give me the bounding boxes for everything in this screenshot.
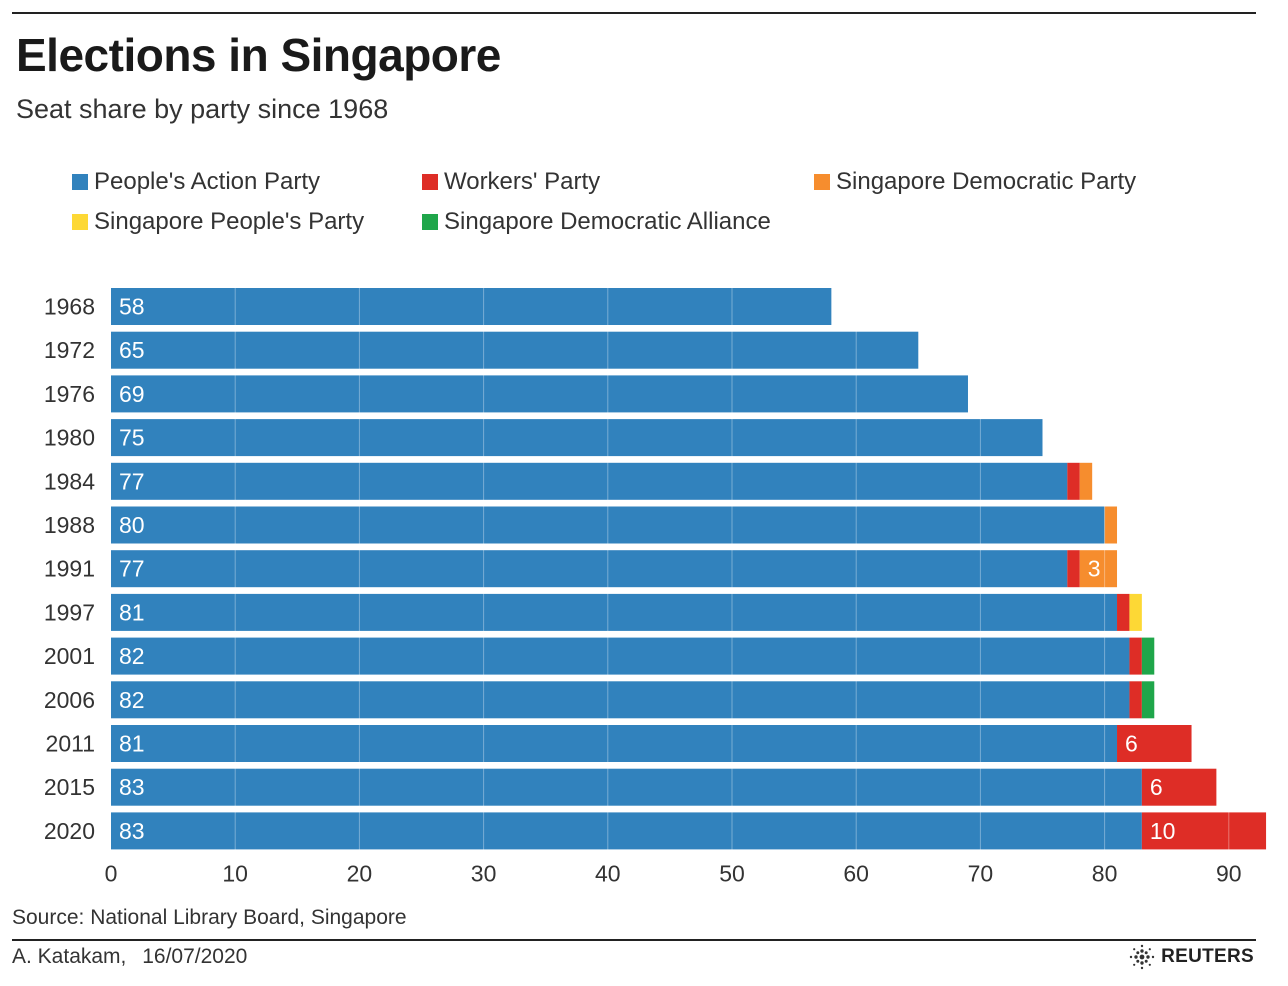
bar-2011-workers-party — [1117, 725, 1192, 762]
data-label-2006-people-s-action-party: 82 — [119, 687, 145, 713]
data-label-1972-people-s-action-party: 65 — [119, 337, 145, 363]
bar-1976-people-s-action-party — [111, 375, 968, 413]
data-label-1988-people-s-action-party: 80 — [119, 512, 145, 538]
y-tick-label-2020: 2020 — [44, 818, 95, 844]
legend-label-sda: Singapore Democratic Alliance — [444, 208, 771, 235]
y-tick-label-1988: 1988 — [44, 512, 95, 538]
bar-2001-singapore-democratic-alliance — [1141, 637, 1155, 675]
data-label-1976-people-s-action-party: 69 — [119, 381, 145, 407]
data-label-2015-people-s-action-party: 83 — [119, 774, 145, 800]
bar-1997-workers-party — [1117, 593, 1130, 631]
chart-title: Elections in Singapore — [16, 29, 501, 81]
y-tick-label-1972: 1972 — [44, 337, 95, 363]
bar-2020-workers-party — [1141, 812, 1267, 850]
legend-label-pap: People's Action Party — [94, 168, 321, 195]
legend-item-sdp: Singapore Democratic Party — [814, 168, 1136, 196]
data-label-1980-people-s-action-party: 75 — [119, 425, 145, 451]
x-tick-label-60: 60 — [843, 860, 869, 886]
bar-2006-workers-party — [1129, 681, 1142, 719]
bar-1984-singapore-democratic-party — [1079, 462, 1093, 500]
data-label-2011-people-s-action-party: 81 — [119, 731, 145, 757]
bar-2006-people-s-action-party — [111, 681, 1130, 719]
x-tick-label-40: 40 — [595, 860, 621, 886]
x-tick-label-50: 50 — [719, 860, 745, 886]
data-label-2020-workers-party: 10 — [1150, 818, 1176, 844]
legend-item-wp: Workers' Party — [422, 168, 600, 196]
bar-2015-people-s-action-party — [111, 768, 1142, 806]
chart-subtitle: Seat share by party since 1968 — [16, 94, 389, 124]
x-tick-label-10: 10 — [222, 860, 248, 886]
reuters-brand: REUTERS — [1129, 944, 1254, 970]
legend-swatch-wp — [422, 174, 438, 190]
data-label-2001-people-s-action-party: 82 — [119, 643, 145, 669]
x-tick-label-30: 30 — [471, 860, 497, 886]
x-tick-label-90: 90 — [1216, 860, 1242, 886]
y-tick-label-2015: 2015 — [44, 774, 95, 800]
bar-2001-people-s-action-party — [111, 637, 1130, 675]
y-tick-label-1980: 1980 — [44, 425, 95, 451]
legend-swatch-pap — [72, 174, 88, 190]
top-rule — [12, 12, 1256, 14]
x-tick-label-80: 80 — [1092, 860, 1118, 886]
bar-1980-people-s-action-party — [111, 419, 1043, 457]
y-tick-label-2006: 2006 — [44, 687, 95, 713]
stacked-bar-chart: 1968197219761980198419881991199720012006… — [44, 284, 1267, 886]
bar-1991-people-s-action-party — [111, 550, 1068, 588]
x-tick-label-0: 0 — [105, 860, 118, 886]
bar-2020-people-s-action-party — [111, 812, 1142, 850]
bar-1997-singapore-people-s-party — [1129, 593, 1142, 631]
bar-2001-workers-party — [1129, 637, 1142, 675]
brand-name: REUTERS — [1161, 946, 1254, 967]
y-tick-label-1984: 1984 — [44, 468, 95, 494]
legend-item-pap: People's Action Party — [72, 168, 320, 196]
y-tick-label-1991: 1991 — [44, 556, 95, 582]
bar-1988-singapore-democratic-party — [1104, 506, 1118, 544]
bar-1988-people-s-action-party — [111, 506, 1105, 544]
bar-1984-people-s-action-party — [111, 462, 1068, 500]
bar-1991-singapore-democratic-party — [1079, 550, 1118, 588]
data-label-2011-workers-party: 6 — [1125, 731, 1138, 757]
y-tick-label-2011: 2011 — [46, 731, 95, 757]
legend-swatch-spp — [72, 214, 88, 230]
data-label-1991-singapore-democratic-party: 3 — [1088, 556, 1101, 582]
legend-item-spp: Singapore People's Party — [72, 208, 364, 236]
legend-swatch-sdp — [814, 174, 830, 190]
y-tick-label-1976: 1976 — [44, 381, 95, 407]
data-label-1968-people-s-action-party: 58 — [119, 294, 145, 320]
bar-2011-people-s-action-party — [111, 725, 1118, 762]
data-label-1984-people-s-action-party: 77 — [119, 468, 145, 494]
legend-label-spp: Singapore People's Party — [94, 208, 365, 235]
bar-1991-workers-party — [1067, 550, 1080, 588]
y-tick-label-1968: 1968 — [44, 294, 95, 320]
x-tick-label-70: 70 — [968, 860, 994, 886]
source-note: Source: National Library Board, Singapor… — [12, 906, 407, 929]
bar-1968-people-s-action-party — [111, 288, 832, 325]
y-tick-label-2001: 2001 — [44, 643, 95, 669]
publish-date: 16/07/2020 — [142, 945, 248, 968]
bar-1997-people-s-action-party — [111, 593, 1118, 631]
legend-label-sdp: Singapore Democratic Party — [836, 168, 1137, 195]
legend-item-sda: Singapore Democratic Alliance — [422, 208, 771, 236]
author-name: A. Katakam, — [12, 945, 127, 968]
bar-2015-workers-party — [1141, 768, 1217, 806]
legend-swatch-sda — [422, 214, 438, 230]
legend-label-wp: Workers' Party — [444, 168, 601, 195]
y-tick-label-1997: 1997 — [44, 599, 95, 625]
bar-2006-singapore-democratic-alliance — [1141, 681, 1155, 719]
footer-rule — [12, 939, 1256, 941]
x-tick-label-20: 20 — [347, 860, 373, 886]
data-label-2015-workers-party: 6 — [1150, 774, 1163, 800]
reuters-logo-icon — [1129, 944, 1155, 970]
credit-line: A. Katakam, 16/07/2020 — [12, 945, 257, 969]
data-label-2020-people-s-action-party: 83 — [119, 818, 145, 844]
bar-1972-people-s-action-party — [111, 331, 919, 369]
data-label-1997-people-s-action-party: 81 — [119, 599, 145, 625]
bar-1984-workers-party — [1067, 462, 1080, 500]
data-label-1991-people-s-action-party: 77 — [119, 556, 145, 582]
